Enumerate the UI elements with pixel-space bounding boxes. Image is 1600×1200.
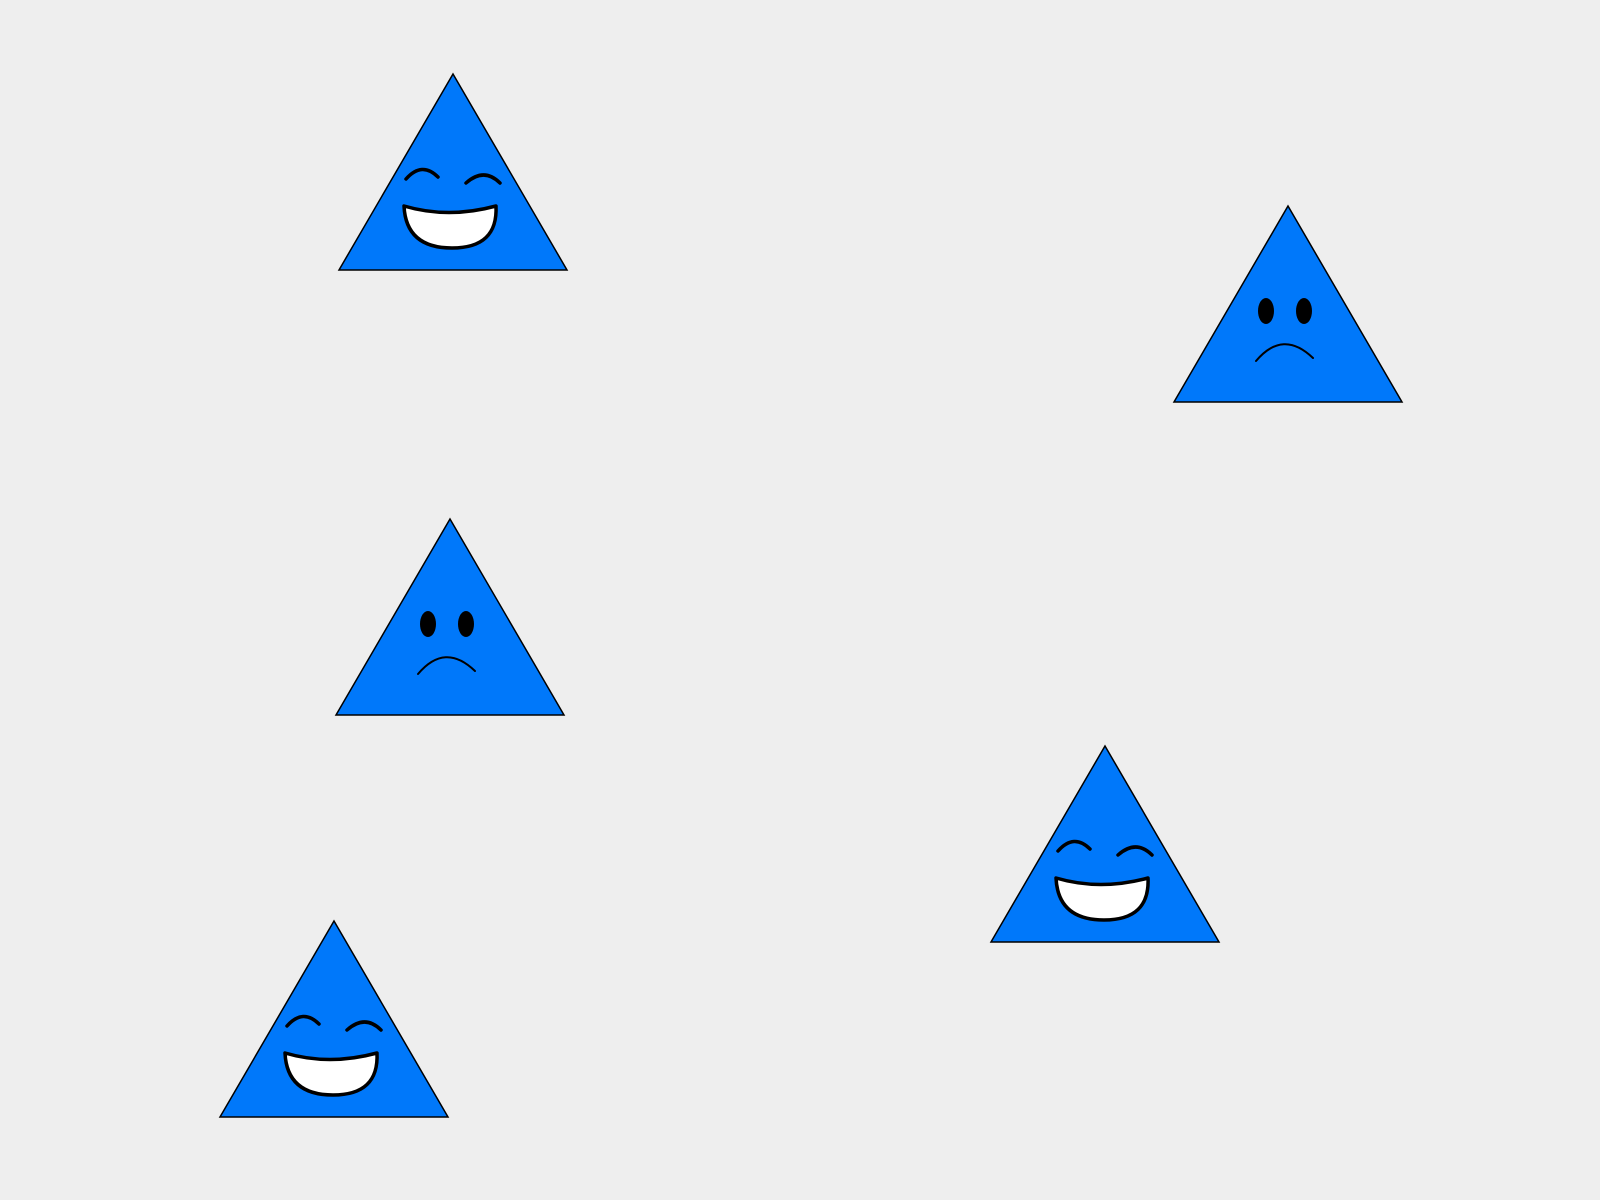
frown-mouth [417,656,476,675]
happy-face-svg [218,919,450,1118]
closed-eye-left [285,1014,321,1028]
triangle-body [989,744,1221,943]
eye-left [1258,298,1274,324]
sad-face-svg [1172,204,1404,403]
happy-face-svg [337,72,569,271]
closed-eye-right [345,1020,383,1032]
triangle-body [337,72,569,271]
closed-eye-left [404,167,440,181]
triangle-body [1172,204,1404,403]
happy-triangle-face [337,72,569,273]
happy-triangle-face [218,919,450,1120]
happy-face-svg [989,744,1221,943]
sad-triangle-face [1172,204,1404,405]
closed-eye-right [464,173,502,185]
sad-face-svg [334,517,566,716]
closed-eye-right [1116,845,1154,857]
triangle-body [218,919,450,1118]
grin-mouth [283,1051,379,1097]
triangle-body [334,517,566,716]
sad-triangle-face [334,517,566,718]
grin-mouth [1054,876,1150,922]
eye-left [420,611,436,637]
happy-triangle-face [989,744,1221,945]
eye-right [1296,298,1312,324]
grin-mouth [402,204,498,250]
frown-mouth [1255,343,1314,362]
eye-right [458,611,474,637]
closed-eye-left [1056,839,1092,853]
